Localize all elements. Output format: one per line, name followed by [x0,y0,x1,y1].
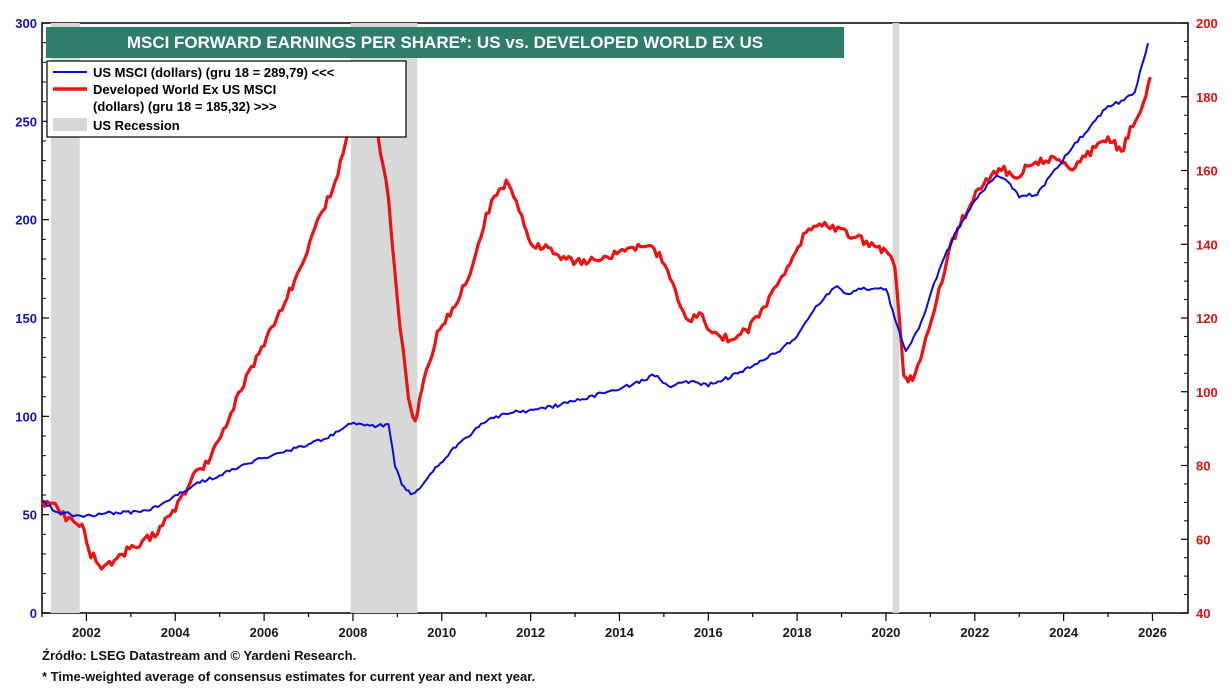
x-tick-label: 2006 [250,625,279,640]
left-tick-label: 200 [15,213,37,228]
recession-band-3 [892,23,900,613]
right-tick-label: 80 [1196,459,1210,474]
legend-recession-label: US Recession [93,118,180,133]
x-tick-label: 2002 [72,625,101,640]
legend-dev-label-line2: (dollars) (gru 18 = 185,32) >>> [93,99,277,114]
right-tick-label: 60 [1196,532,1210,547]
footnote: * Time-weighted average of consensus est… [42,669,536,684]
right-tick-label: 120 [1196,311,1218,326]
chart-title-background [46,27,844,58]
left-tick-label: 50 [23,508,37,523]
right-tick-label: 200 [1196,16,1218,31]
series-line-developed-ex-us [40,76,1152,571]
x-tick-label: 2008 [338,625,367,640]
right-tick-label: 160 [1196,164,1218,179]
legend-recession-swatch [53,118,87,131]
x-tick-label: 2022 [960,625,989,640]
left-tick-label: 0 [30,606,37,621]
right-tick-label: 40 [1196,606,1210,621]
left-tick-label: 250 [15,114,37,129]
left-tick-label: 150 [15,311,37,326]
x-tick-label: 2012 [516,625,545,640]
right-tick-label: 140 [1196,237,1218,252]
right-tick-label: 180 [1196,90,1218,105]
legend-box [46,60,407,138]
legend-us-label: US MSCI (dollars) (gru 18 = 289,79) <<< [93,65,335,80]
x-tick-label: 2026 [1138,625,1167,640]
x-tick-label: 2018 [783,625,812,640]
axis-labels: 0 50 100 150 200 250 300 40 60 80 100 120 140 160 180 2… [15,16,1217,640]
x-tick-label: 2016 [694,625,723,640]
x-tick-label: 2024 [1049,625,1079,640]
series-lines [40,42,1152,571]
series-line-us-msci [41,42,1149,518]
x-tick-label: 2014 [605,625,635,640]
legend: US MSCI (dollars) (gru 18 = 289,79) <<< … [46,60,407,138]
left-tick-label: 300 [15,16,37,31]
x-tick-label: 2010 [427,625,456,640]
legend-dev-label-line1: Developed World Ex US MSCI [93,82,276,97]
chart-title: MSCI FORWARD EARNINGS PER SHARE*: US vs.… [127,33,763,52]
x-tick-label: 2004 [161,625,191,640]
x-tick-label: 2020 [871,625,900,640]
right-tick-label: 100 [1196,385,1218,400]
source-note: Źródło: LSEG Datastream and © Yardeni Re… [42,648,357,663]
left-tick-label: 100 [15,409,37,424]
axis-ticks [41,22,1188,621]
